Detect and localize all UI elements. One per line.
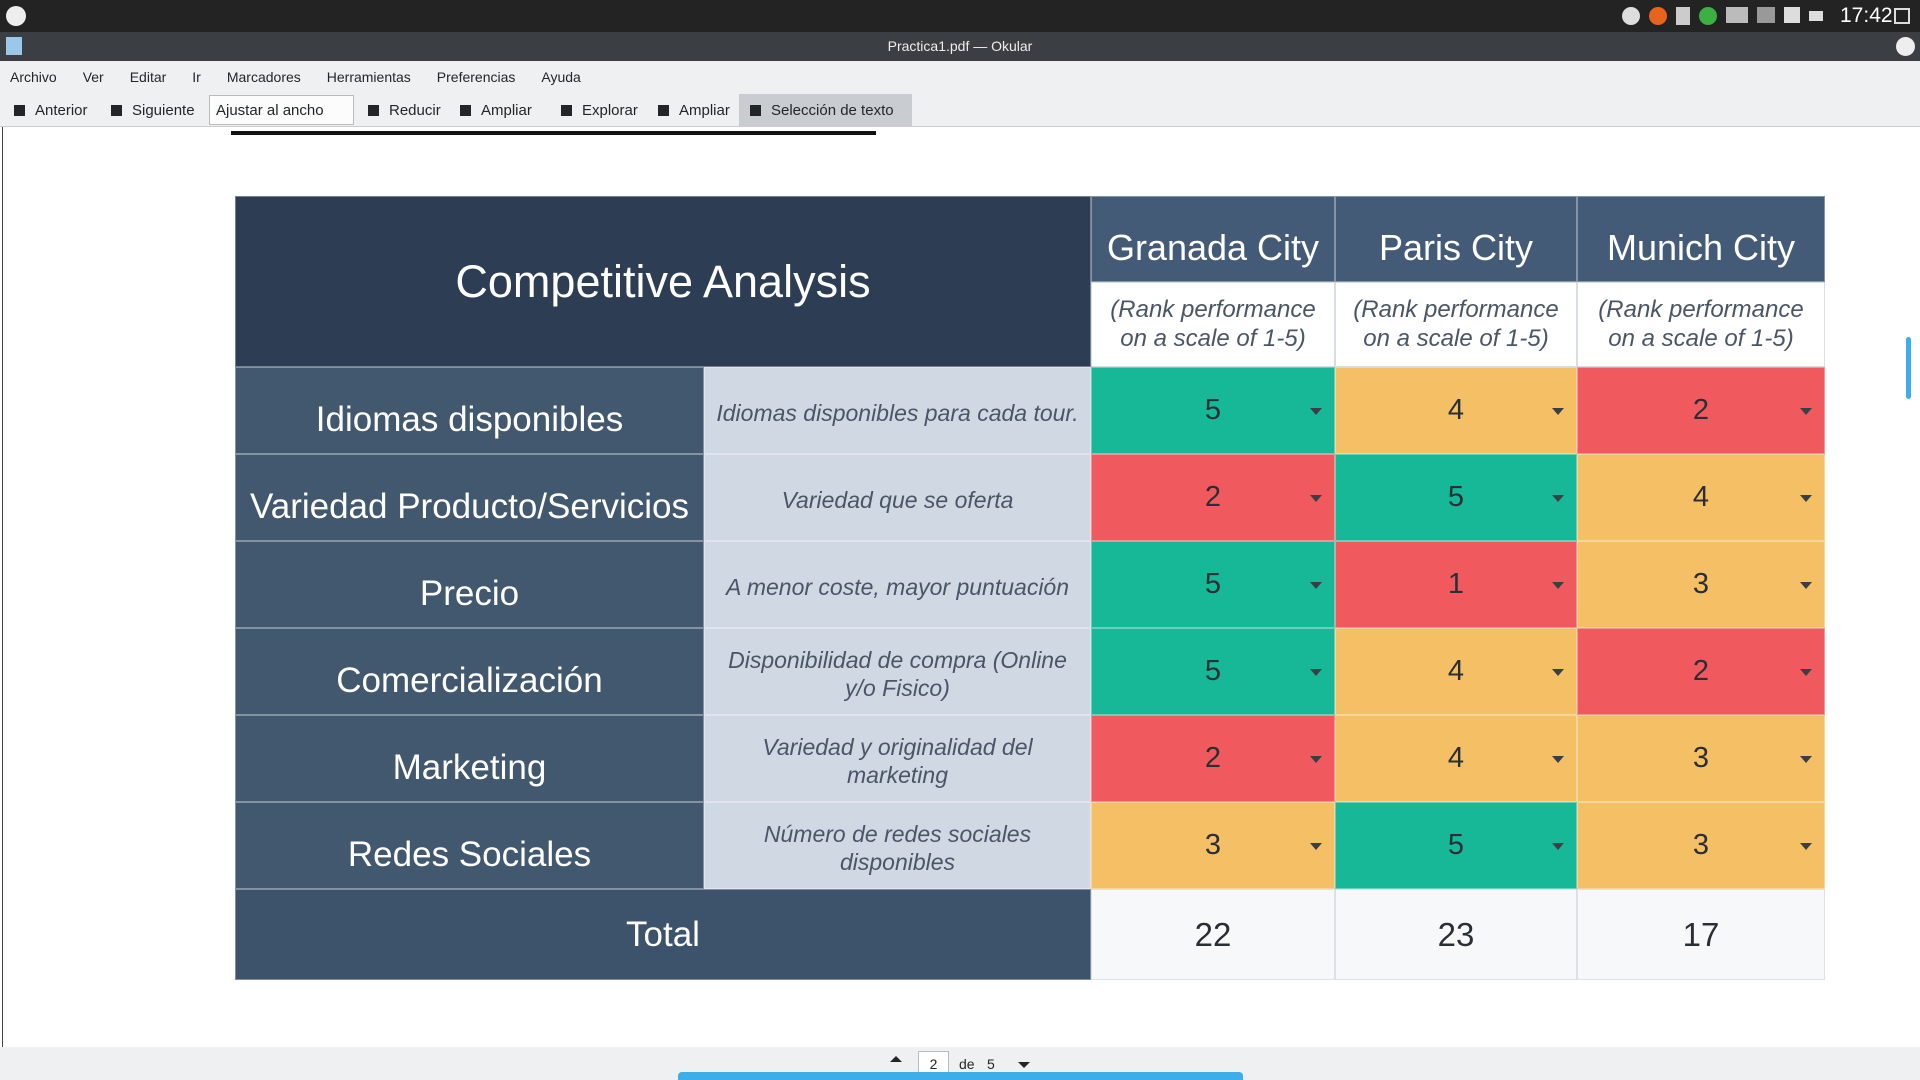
app-icon — [6, 37, 22, 55]
tray-icons — [1622, 7, 1862, 25]
score-cell: 3 — [1577, 715, 1825, 802]
dropdown-arrow[interactable] — [1800, 582, 1812, 589]
btn-browse[interactable]: Explorar — [561, 102, 638, 119]
score-cell: 2 — [1091, 454, 1335, 541]
score-cell: 4 — [1335, 628, 1577, 715]
score-cell: 2 — [1577, 367, 1825, 454]
column-header: Paris City — [1335, 196, 1577, 282]
dropdown-arrow[interactable] — [1552, 408, 1564, 415]
launcher-icon[interactable] — [6, 6, 26, 26]
btn-previous[interactable]: Anterior — [14, 102, 88, 119]
dropdown-arrow[interactable] — [1800, 669, 1812, 676]
dropdown-arrow[interactable] — [1310, 582, 1322, 589]
page-bar: 2 de 5 — [0, 1047, 1920, 1080]
total-label: Total — [235, 889, 1091, 980]
score-cell: 4 — [1335, 367, 1577, 454]
dropdown-arrow[interactable] — [1800, 408, 1812, 415]
dropdown-arrow[interactable] — [1800, 843, 1812, 850]
score-cell: 3 — [1091, 802, 1335, 889]
dropdown-arrow[interactable] — [1310, 756, 1322, 763]
score-cell: 3 — [1577, 802, 1825, 889]
dropdown-arrow[interactable] — [1310, 669, 1322, 676]
title-bar: Practica1.pdf — Okular — [0, 32, 1920, 61]
row-label: Redes Sociales — [235, 802, 704, 889]
dropdown-arrow[interactable] — [1310, 408, 1322, 415]
show-desktop[interactable] — [1894, 8, 1910, 24]
heading-fragment — [231, 131, 876, 135]
row-label: Precio — [235, 541, 704, 628]
btn-zoom-in[interactable]: Ampliar — [460, 102, 532, 119]
menu-item[interactable]: Archivo — [10, 69, 57, 85]
row-description: Disponibilidad de compra (Online y/o Fis… — [704, 628, 1091, 715]
score-cell: 4 — [1335, 715, 1577, 802]
menu-item[interactable]: Ver — [82, 69, 104, 85]
window-title: Practica1.pdf — Okular — [887, 38, 1033, 54]
page-count: 5 — [987, 1056, 995, 1072]
column-header: Munich City — [1577, 196, 1825, 282]
btn-next[interactable]: Siguiente — [111, 102, 195, 119]
menu-item[interactable]: Ir — [192, 69, 201, 85]
score-cell: 5 — [1091, 367, 1335, 454]
row-label: Variedad Producto/Servicios — [235, 454, 704, 541]
row-description: Idiomas disponibles para cada tour. — [704, 367, 1091, 454]
row-description: A menor coste, mayor puntuación — [704, 541, 1091, 628]
dropdown-arrow[interactable] — [1552, 843, 1564, 850]
score-cell: 4 — [1577, 454, 1825, 541]
score-cell: 5 — [1335, 454, 1577, 541]
system-bar: 17:42 — [0, 0, 1920, 32]
table-title: Competitive Analysis — [235, 196, 1091, 367]
column-note: (Rank performance on a scale of 1-5) — [1335, 282, 1577, 367]
score-cell: 2 — [1091, 715, 1335, 802]
row-description: Número de redes sociales disponibles — [704, 802, 1091, 889]
close-button[interactable] — [1896, 37, 1915, 56]
total-value: 22 — [1091, 889, 1335, 980]
column-note: (Rank performance on a scale of 1-5) — [1091, 282, 1335, 367]
page-input[interactable]: 2 — [918, 1051, 949, 1075]
menu-item[interactable]: Marcadores — [226, 69, 301, 85]
clock: 17:42 — [1840, 4, 1893, 27]
row-description: Variedad y originalidad del marketing — [704, 715, 1091, 802]
score-cell: 5 — [1091, 541, 1335, 628]
row-label: Idiomas disponibles — [235, 367, 704, 454]
column-note: (Rank performance on a scale of 1-5) — [1577, 282, 1825, 367]
btn-zoom-out[interactable]: Reducir — [368, 102, 441, 119]
btn-zoom-tool[interactable]: Ampliar — [658, 102, 730, 119]
menu-item[interactable]: Herramientas — [326, 69, 411, 85]
next-page[interactable] — [1018, 1062, 1030, 1068]
score-cell: 5 — [1335, 802, 1577, 889]
page-of: de — [959, 1056, 975, 1072]
btn-text-selection[interactable]: Selección de texto — [739, 94, 912, 126]
menu-item[interactable]: Ayuda — [541, 69, 581, 85]
scrollbar[interactable] — [1906, 337, 1911, 399]
score-cell: 2 — [1577, 628, 1825, 715]
score-cell: 3 — [1577, 541, 1825, 628]
dropdown-arrow[interactable] — [1800, 495, 1812, 502]
menu-item[interactable]: Editar — [129, 69, 167, 85]
dropdown-arrow[interactable] — [1310, 843, 1322, 850]
toolbar: Anterior Siguiente Ajustar al ancho Redu… — [0, 92, 1920, 127]
dropdown-arrow[interactable] — [1552, 495, 1564, 502]
menu-item[interactable]: Preferencias — [436, 69, 516, 85]
dropdown-arrow[interactable] — [1552, 669, 1564, 676]
row-description: Variedad que se oferta — [704, 454, 1091, 541]
dropdown-arrow[interactable] — [1310, 495, 1322, 502]
score-cell: 1 — [1335, 541, 1577, 628]
zoom-select[interactable]: Ajustar al ancho — [209, 95, 354, 125]
dropdown-arrow[interactable] — [1552, 582, 1564, 589]
score-cell: 5 — [1091, 628, 1335, 715]
total-value: 17 — [1577, 889, 1825, 980]
column-header: Granada City — [1091, 196, 1335, 282]
row-label: Marketing — [235, 715, 704, 802]
dropdown-arrow[interactable] — [1800, 756, 1812, 763]
menu-bar: Archivo Ver Editar Ir Marcadores Herramientas… — [0, 61, 1920, 92]
dropdown-arrow[interactable] — [1552, 756, 1564, 763]
row-label: Comercialización — [235, 628, 704, 715]
total-value: 23 — [1335, 889, 1577, 980]
prev-page[interactable] — [890, 1056, 902, 1062]
